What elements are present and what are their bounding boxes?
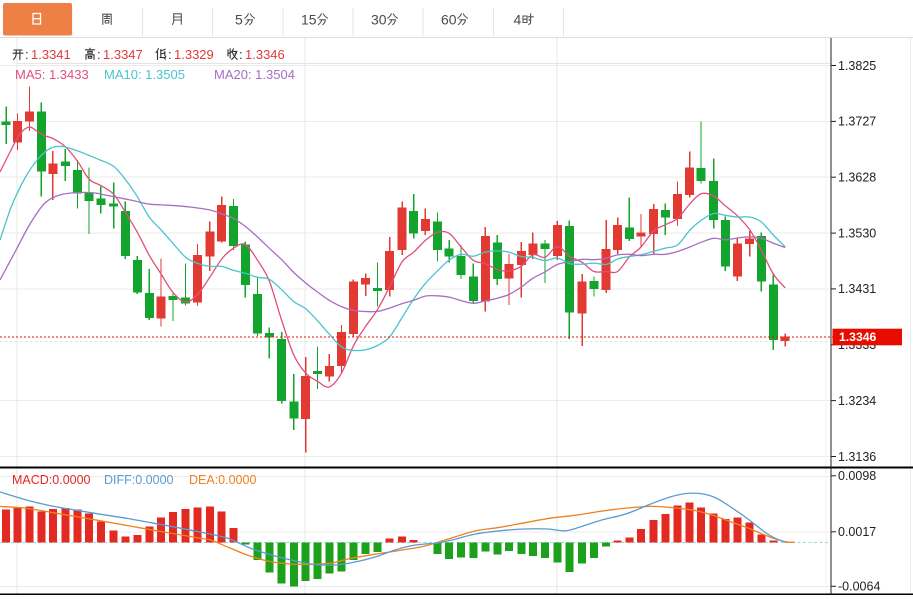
svg-text:1.3825: 1.3825 [838, 59, 876, 73]
svg-text:1.3727: 1.3727 [838, 115, 876, 129]
svg-text:MA5: 1.3433: MA5: 1.3433 [15, 67, 89, 82]
svg-text:1.3136: 1.3136 [838, 450, 876, 464]
svg-text::: : [168, 47, 172, 62]
svg-text:1.3234: 1.3234 [838, 394, 876, 408]
svg-text:1.3347: 1.3347 [103, 47, 143, 62]
svg-text:0.0098: 0.0098 [838, 469, 876, 483]
svg-text:1.3346: 1.3346 [839, 330, 876, 344]
svg-text:60: 60 [441, 12, 457, 28]
svg-text:1.3346: 1.3346 [245, 47, 285, 62]
svg-text:1.3329: 1.3329 [174, 47, 214, 62]
svg-text:DIFF:0.0000: DIFF:0.0000 [104, 473, 174, 487]
svg-text:MA20: 1.3504: MA20: 1.3504 [214, 67, 295, 82]
svg-text:0.0017: 0.0017 [838, 525, 876, 539]
svg-text::: : [97, 47, 101, 62]
svg-text:1.3431: 1.3431 [838, 282, 876, 296]
svg-text:5: 5 [235, 12, 243, 28]
svg-text:MA10: 1.3505: MA10: 1.3505 [104, 67, 185, 82]
svg-text:1.3628: 1.3628 [838, 171, 876, 185]
svg-text:-0.0064: -0.0064 [838, 580, 880, 594]
svg-text:DEA:0.0000: DEA:0.0000 [189, 473, 256, 487]
svg-text:30: 30 [371, 12, 387, 28]
svg-text:MACD:0.0000: MACD:0.0000 [12, 473, 91, 487]
svg-text:1.3341: 1.3341 [31, 47, 71, 62]
svg-text:15: 15 [301, 12, 317, 28]
svg-text::: : [239, 47, 243, 62]
svg-text::: : [25, 47, 29, 62]
svg-text:4: 4 [514, 12, 522, 28]
svg-text:1.3530: 1.3530 [838, 226, 876, 240]
